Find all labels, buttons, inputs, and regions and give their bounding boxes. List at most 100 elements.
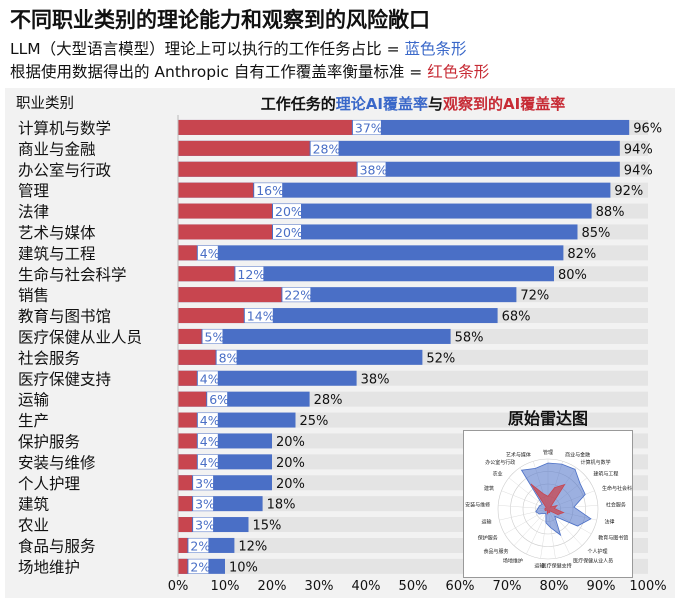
x-tick-label: 30% (305, 579, 334, 594)
radar-axis-label: 保护服务 (478, 535, 498, 542)
theoretical-bar (178, 370, 357, 386)
category-label: 建筑 (18, 496, 50, 514)
theoretical-value-label: 80% (558, 268, 587, 283)
theoretical-bar (178, 245, 564, 261)
theoretical-value-label: 92% (614, 184, 643, 199)
observed-bar (178, 517, 193, 533)
observed-value-label: 22% (284, 288, 312, 303)
theoretical-value-label: 94% (624, 142, 653, 157)
observed-value-label: 4% (200, 413, 220, 428)
radar-chart: 管理 商业与金融计算机与数学建筑与工程生命与社会科学社会服务法律教育与图书馆个人护… (465, 449, 637, 569)
category-label: 生产 (18, 412, 49, 430)
category-label: 运输 (18, 391, 50, 409)
observed-bar (178, 140, 310, 156)
observed-value-label: 28% (313, 141, 341, 156)
category-label: 医疗保健支持 (18, 370, 111, 388)
observed-label-box (254, 183, 283, 198)
radar-spoke (526, 508, 549, 555)
theoretical-value-label: 96% (633, 121, 662, 136)
theoretical-value-label: 72% (520, 289, 549, 304)
observed-bar (178, 412, 197, 428)
observed-bar (178, 119, 352, 135)
observed-label-box (282, 287, 311, 302)
theoretical-value-label: 88% (596, 205, 625, 220)
observed-value-label: 20% (275, 204, 303, 219)
x-tick-label: 60% (446, 579, 475, 594)
observed-bar (178, 370, 197, 386)
legend-theoretical: 理论AI覆盖率 (335, 95, 428, 113)
observed-value-label: 2% (190, 559, 210, 574)
observed-value-label: 3% (195, 518, 215, 533)
category-label: 个人护理 (18, 475, 80, 493)
observed-value-label: 8% (219, 350, 239, 365)
observed-bar (178, 475, 193, 491)
x-tick-label: 50% (399, 579, 428, 594)
theoretical-value-label: 25% (300, 414, 329, 429)
category-label: 食品与服务 (18, 537, 96, 555)
theoretical-bar (178, 266, 554, 282)
observed-value-label: 6% (209, 392, 229, 407)
category-label: 计算机与数学 (18, 118, 111, 137)
observed-label-box (273, 224, 301, 239)
category-label: 场地维护 (18, 558, 80, 576)
observed-bar (178, 161, 357, 177)
chart-legend-title: 工作任务的理论AI覆盖率与观察到的AI覆盖率 (178, 93, 648, 114)
theoretical-value-label: 28% (314, 393, 343, 408)
observed-label-box (235, 266, 264, 281)
radar-axis-label: 社会服务 (606, 502, 626, 509)
observed-bar (178, 537, 188, 553)
category-label: 商业与金融 (18, 140, 96, 158)
observed-bar (178, 558, 188, 574)
legend-part1: 工作任务的 (260, 95, 336, 113)
subtitle-theoretical: LLM（大型语言模型）理论上可以执行的工作任务占比 = 蓝色条形 (10, 37, 467, 59)
observed-value-label: 12% (237, 267, 265, 282)
observed-label-box (273, 204, 301, 219)
theoretical-value-label: 58% (455, 330, 484, 345)
subtitle-observed: 根据使用数据得出的 Anthropic 自有工作覆盖率衡量标准 = 红色条形 (10, 60, 489, 82)
observed-label-box (188, 538, 209, 553)
observed-bar (178, 391, 207, 407)
observed-label-box (310, 141, 339, 156)
theoretical-value-label: 15% (253, 519, 282, 534)
x-tick-label: 100% (629, 579, 666, 594)
observed-value-label: 4% (200, 246, 220, 261)
category-label: 农业 (18, 517, 49, 535)
legend-part3: 与 (428, 95, 444, 113)
radar-axis-label: 艺术与媒体 (506, 452, 531, 459)
observed-value-label: 20% (275, 225, 303, 240)
observed-value-label: 4% (200, 455, 220, 470)
observed-label-box (188, 559, 209, 574)
category-label: 法律 (18, 203, 49, 221)
radar-axis-label: 生命与社会科学 (602, 485, 632, 492)
subtitle-theoretical-text: LLM（大型语言模型）理论上可以执行的工作任务占比 = (10, 40, 405, 58)
theoretical-value-label: 18% (267, 498, 296, 513)
observed-label-box (197, 245, 218, 260)
observed-bar (178, 203, 272, 219)
theoretical-value-label: 38% (361, 372, 390, 387)
radar-axis-label: 建筑与工程 (593, 470, 618, 477)
theoretical-value-label: 20% (276, 435, 305, 450)
radar-axis-label: 建筑 (484, 485, 494, 492)
radar-axis-label: 场地维护 (503, 557, 523, 564)
radar-axis-label: 医疗保健支持 (542, 562, 572, 569)
category-label: 生命与社会科学 (18, 266, 127, 284)
observed-value-label: 3% (195, 497, 215, 512)
observed-bar (178, 266, 235, 282)
observed-label-box (193, 475, 214, 490)
observed-bar (178, 454, 197, 470)
x-tick-label: 70% (493, 579, 522, 594)
radar-axis-label: 食品与服务 (484, 548, 509, 555)
radar-axis-label: 个人护理 (587, 548, 607, 555)
radar-axis-label: 农业 (493, 470, 503, 477)
page-title: 不同职业类别的理论能力和观察到的风险敞口 (10, 8, 430, 32)
observed-label-box (352, 120, 381, 135)
x-tick-label: 90% (587, 579, 616, 594)
observed-value-label: 2% (190, 538, 210, 553)
observed-label-box (197, 413, 218, 428)
radar-axis-label: 运输 (481, 519, 491, 526)
observed-bar (178, 308, 244, 324)
radar-axis-label: 运输 (534, 562, 544, 569)
observed-label-box (197, 433, 218, 448)
theoretical-value-label: 85% (582, 226, 611, 241)
observed-value-label: 4% (200, 434, 220, 449)
